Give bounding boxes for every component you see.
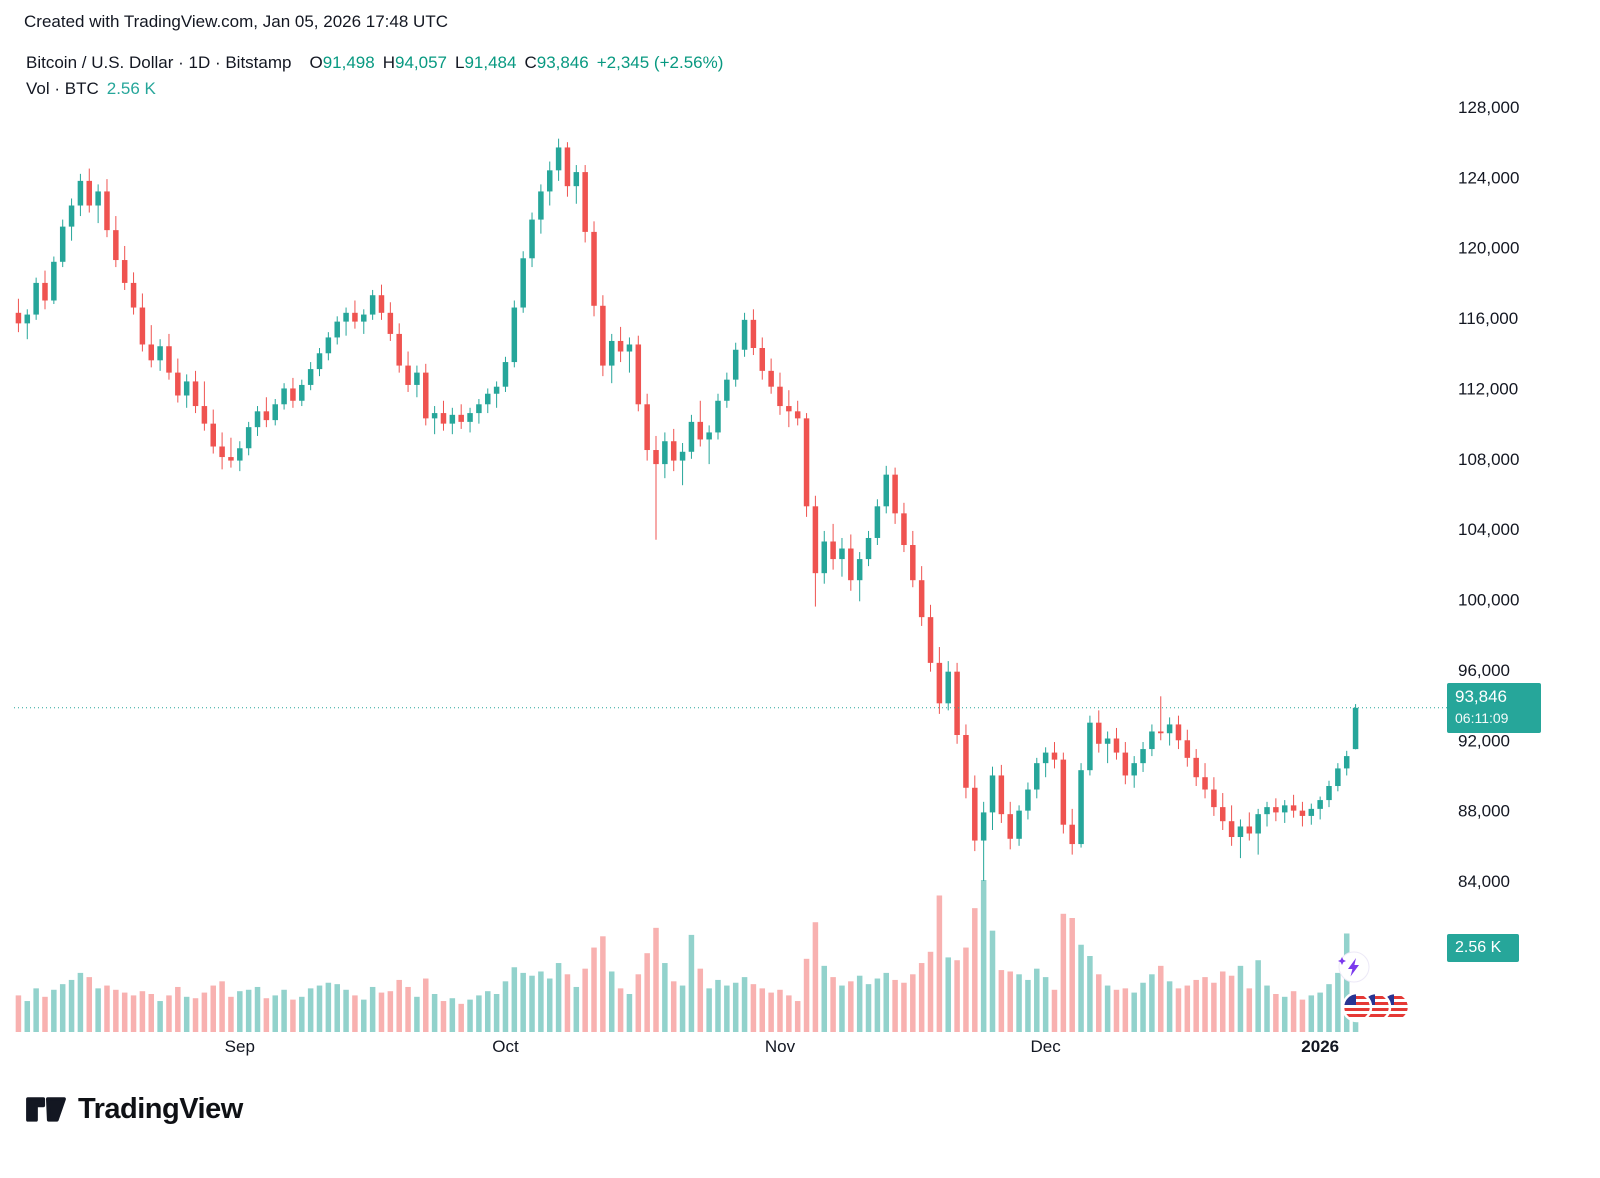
price-axis-label[interactable]: 96,000: [1458, 661, 1510, 680]
change-value: +2,345 (+2.56%): [596, 53, 724, 72]
lightning-bolt-icon: [1348, 958, 1359, 977]
price-axis-label[interactable]: 116,000: [1458, 309, 1518, 328]
volume-label: Vol · BTC: [26, 79, 99, 98]
tradingview-logo[interactable]: TradingView: [24, 1090, 243, 1128]
close-label: C: [524, 53, 537, 72]
high-label: H: [382, 53, 395, 72]
spark-lightning-icon[interactable]: [1334, 948, 1372, 986]
volume-value: 2.56 K: [106, 79, 156, 98]
low-value: 91,484: [464, 53, 517, 72]
price-axis-label[interactable]: 88,000: [1458, 802, 1510, 821]
tradingview-logo-mark-icon: [26, 1097, 66, 1122]
price-axis-label[interactable]: 92,000: [1458, 731, 1510, 750]
price-axis-label[interactable]: 112,000: [1458, 379, 1518, 398]
tradingview-logo-text: TradingView: [78, 1092, 243, 1125]
last-price-tag: 93,846 06:11:09: [1447, 683, 1541, 733]
price-axis-label[interactable]: 104,000: [1458, 520, 1519, 539]
attribution-text: Created with TradingView.com, Jan 05, 20…: [24, 12, 448, 31]
time-axis-label[interactable]: Dec: [1030, 1037, 1061, 1056]
last-price-value: 93,846: [1455, 687, 1507, 706]
sparkle-icon: [1338, 957, 1346, 965]
time-axis-label[interactable]: 2026: [1301, 1037, 1339, 1056]
price-axis-label[interactable]: 124,000: [1458, 168, 1519, 187]
low-label: L: [454, 53, 465, 72]
us-flag-circles-icon[interactable]: [1338, 988, 1414, 1026]
volume-axis-tag: 2.56 K: [1447, 934, 1519, 962]
time-axis-label[interactable]: Nov: [765, 1037, 796, 1056]
bar-countdown: 06:11:09: [1455, 710, 1509, 726]
candle-wicks: [17, 138, 1357, 881]
open-label: O: [309, 53, 323, 72]
volume-row: Vol · BTC 2.56 K: [26, 76, 723, 102]
price-axis-label[interactable]: 84,000: [1458, 872, 1510, 891]
price-axis-label[interactable]: 120,000: [1458, 239, 1519, 258]
axes-labels: 84,000 88,000 92,000 96,000 100,000 104,000 10…: [225, 98, 1520, 1056]
chart-legend: Bitcoin / U.S. Dollar · 1D · Bitstamp O91…: [26, 50, 723, 102]
high-value: 94,057: [394, 53, 447, 72]
time-axis-label[interactable]: Sep: [225, 1037, 255, 1056]
volume-bars: [15, 880, 1359, 1032]
price-axis-label[interactable]: 100,000: [1458, 591, 1519, 610]
candle-bodies: [15, 147, 1359, 845]
flag-ring: [1341, 991, 1373, 1023]
symbol-title: Bitcoin / U.S. Dollar · 1D · Bitstamp: [26, 53, 292, 72]
close-value: 93,846: [536, 53, 589, 72]
price-axis-label[interactable]: 108,000: [1458, 450, 1519, 469]
time-axis-label[interactable]: Oct: [492, 1037, 519, 1056]
symbol-ohlc-row: Bitcoin / U.S. Dollar · 1D · Bitstamp O91…: [26, 50, 723, 76]
open-value: 91,498: [322, 53, 375, 72]
price-axis-label[interactable]: 128,000: [1458, 98, 1519, 117]
